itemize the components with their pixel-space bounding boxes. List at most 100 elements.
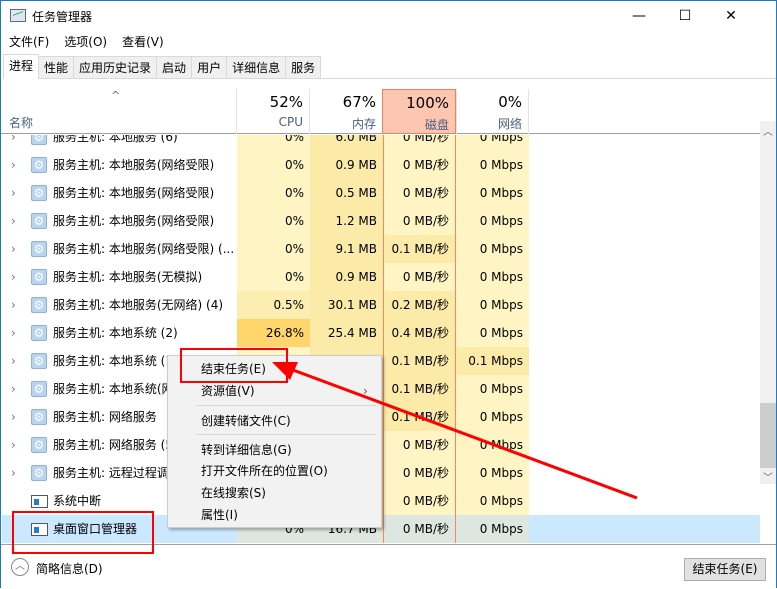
net-value: 0 Mbps	[456, 459, 529, 487]
close-button[interactable]: ✕	[725, 8, 737, 24]
gear-icon: ⚙	[31, 409, 47, 425]
tab-performance[interactable]: 性能	[39, 56, 75, 79]
menu-item-create-dump[interactable]: 创建转储文件(C)	[201, 414, 291, 428]
cpu-value: 0%	[237, 179, 310, 207]
process-name: 服务主机: 网络服务 (5	[53, 438, 173, 452]
scrollbar-track[interactable]	[760, 121, 776, 484]
end-task-button[interactable]: 结束任务(E)	[684, 558, 766, 581]
chevron-right-icon: ›	[363, 384, 368, 398]
process-name: 服务主机: 远程过程调	[53, 466, 169, 480]
scroll-down-icon[interactable]: ﹀	[763, 473, 773, 484]
process-row[interactable]: › ⚙ 服务主机: 本地服务(无网络) (4) 0.5% 30.1 MB 0.2 MB/秒…	[2, 291, 760, 319]
expand-chevron-icon[interactable]: ›	[11, 298, 16, 312]
expand-chevron-icon[interactable]: ›	[11, 135, 16, 144]
expand-chevron-icon[interactable]: ›	[11, 326, 16, 340]
gear-icon: ⚙	[31, 157, 47, 173]
column-name[interactable]: 名称	[9, 116, 34, 130]
disk-value: 0.2 MB/秒	[383, 291, 456, 319]
process-row[interactable]: › ⚙ 服务主机: 本地服务(网络受限) 0% 1.2 MB 0 MB/秒 0 Mbps	[2, 207, 760, 235]
gear-icon: ⚙	[31, 297, 47, 313]
mem-value: 30.1 MB	[310, 291, 383, 319]
process-name: 服务主机: 本地服务(网络受限) (...	[53, 242, 235, 256]
expand-chevron-icon[interactable]: ›	[11, 382, 16, 396]
menu-item-search-online[interactable]: 在线搜索(S)	[201, 486, 266, 500]
process-name: 服务主机: 本地服务(无模拟)	[53, 270, 203, 284]
minimize-button[interactable]: —	[632, 8, 646, 24]
window-icon	[31, 495, 48, 508]
menu-options[interactable]: 选项(O)	[64, 35, 108, 49]
expand-chevron-icon[interactable]: ›	[11, 158, 16, 172]
process-row[interactable]: › ⚙ 服务主机: 本地服务(无模拟) 0% 0.9 MB 0 MB/秒 0 Mbps	[2, 263, 760, 291]
expand-chevron-icon[interactable]: ›	[11, 438, 16, 452]
scrollbar-thumb[interactable]	[760, 403, 776, 468]
process-row[interactable]: › ⚙ 服务主机: 本地服务(网络受限) 0% 0.9 MB 0 MB/秒 0 Mbps	[2, 151, 760, 179]
chevron-up-circle-icon[interactable]: ︿	[11, 558, 29, 576]
disk-value: 0 MB/秒	[383, 431, 456, 459]
fewer-details-link[interactable]: 简略信息(D)	[36, 562, 103, 576]
process-row[interactable]: › ⚙ 服务主机: 本地系统 (2) 26.8% 25.4 MB 0.4 MB/秒 0 Mb…	[2, 319, 760, 347]
net-value: 0 Mbps	[456, 403, 529, 431]
expand-chevron-icon[interactable]: ›	[11, 242, 16, 256]
menu-view[interactable]: 查看(V)	[122, 35, 164, 49]
process-row[interactable]: › ⚙ 服务主机: 本地服务 (6) 0% 6.0 MB 0 MB/秒 0 Mbps	[2, 135, 760, 151]
cpu-value: 0%	[237, 135, 310, 151]
tab-app-history[interactable]: 应用历史记录	[74, 56, 158, 79]
expand-chevron-icon[interactable]: ›	[11, 214, 16, 228]
disk-total: 100%	[406, 94, 449, 112]
gear-icon: ⚙	[31, 325, 47, 341]
disk-value: 0 MB/秒	[383, 151, 456, 179]
tab-users[interactable]: 用户	[192, 56, 228, 79]
process-name: 服务主机: 本地服务(网络受限)	[53, 186, 215, 200]
tab-services[interactable]: 服务	[286, 56, 322, 79]
expand-chevron-icon[interactable]: ›	[11, 410, 16, 424]
network-total: 0%	[498, 93, 522, 111]
gear-icon: ⚙	[31, 269, 47, 285]
column-disk[interactable]: 100% 磁盘	[382, 89, 456, 134]
expand-chevron-icon[interactable]: ›	[11, 186, 16, 200]
menu-item-open-file-location[interactable]: 打开文件所在的位置(O)	[201, 464, 328, 478]
maximize-button[interactable]: ☐	[678, 8, 692, 24]
process-name: 服务主机: 本地系统 (1	[53, 354, 173, 368]
menu-item-go-to-details[interactable]: 转到详细信息(G)	[201, 443, 292, 457]
cpu-value: 0.5%	[237, 291, 310, 319]
column-header: ^ 名称 52% CPU 67% 内存 100% 磁盘 0% 网络	[1, 89, 761, 134]
menu-item-end-task[interactable]: 结束任务(E)	[201, 362, 266, 376]
tab-processes[interactable]: 进程	[3, 54, 40, 79]
menu-item-resource-values[interactable]: 资源值(V)	[201, 384, 255, 398]
menu-item-properties[interactable]: 属性(I)	[201, 508, 238, 522]
process-name: 服务主机: 本地系统(网	[53, 382, 174, 396]
menu-file[interactable]: 文件(F)	[9, 35, 50, 49]
gear-icon: ⚙	[31, 241, 47, 257]
process-row[interactable]: › ⚙ 服务主机: 本地服务(网络受限) (... 0% 9.1 MB 0.1 MB/秒 0…	[2, 235, 760, 263]
gear-icon: ⚙	[31, 465, 47, 481]
process-name: 系统中断	[53, 494, 102, 508]
net-value: 0 Mbps	[456, 263, 529, 291]
gear-icon: ⚙	[31, 353, 47, 369]
expand-chevron-icon[interactable]: ›	[11, 466, 16, 480]
column-cpu[interactable]: 52% CPU	[236, 89, 309, 134]
window-icon	[31, 523, 48, 536]
tab-details[interactable]: 详细信息	[227, 56, 287, 79]
expand-chevron-icon[interactable]: ›	[11, 354, 16, 368]
disk-value: 0 MB/秒	[383, 207, 456, 235]
scroll-up-icon[interactable]: ︿	[763, 127, 773, 138]
process-row[interactable]: › ⚙ 服务主机: 本地服务(网络受限) 0% 0.5 MB 0 MB/秒 0 Mbps	[2, 179, 760, 207]
menu-bar: 文件(F) 选项(O) 查看(V)	[1, 32, 171, 54]
disk-label: 磁盘	[424, 118, 449, 132]
column-network[interactable]: 0% 网络	[456, 89, 529, 134]
task-manager-icon	[10, 9, 26, 22]
gear-icon: ⚙	[31, 135, 47, 145]
expand-chevron-icon[interactable]: ›	[11, 270, 16, 284]
tab-startup[interactable]: 启动	[157, 56, 193, 79]
process-name: 服务主机: 本地服务(网络受限)	[53, 158, 215, 172]
disk-value: 0.1 MB/秒	[383, 375, 456, 403]
mem-value: 0.9 MB	[310, 263, 383, 291]
column-memory[interactable]: 67% 内存	[309, 89, 382, 134]
menu-separator	[196, 434, 376, 435]
gear-icon: ⚙	[31, 213, 47, 229]
cpu-value: 0%	[237, 207, 310, 235]
process-row[interactable]: › ⚙ 服务主机: 本地系统 (1 0.1 MB/秒 0.1 Mbps	[2, 347, 760, 375]
net-value: 0 Mbps	[456, 319, 529, 347]
net-value: 0 Mbps	[456, 179, 529, 207]
